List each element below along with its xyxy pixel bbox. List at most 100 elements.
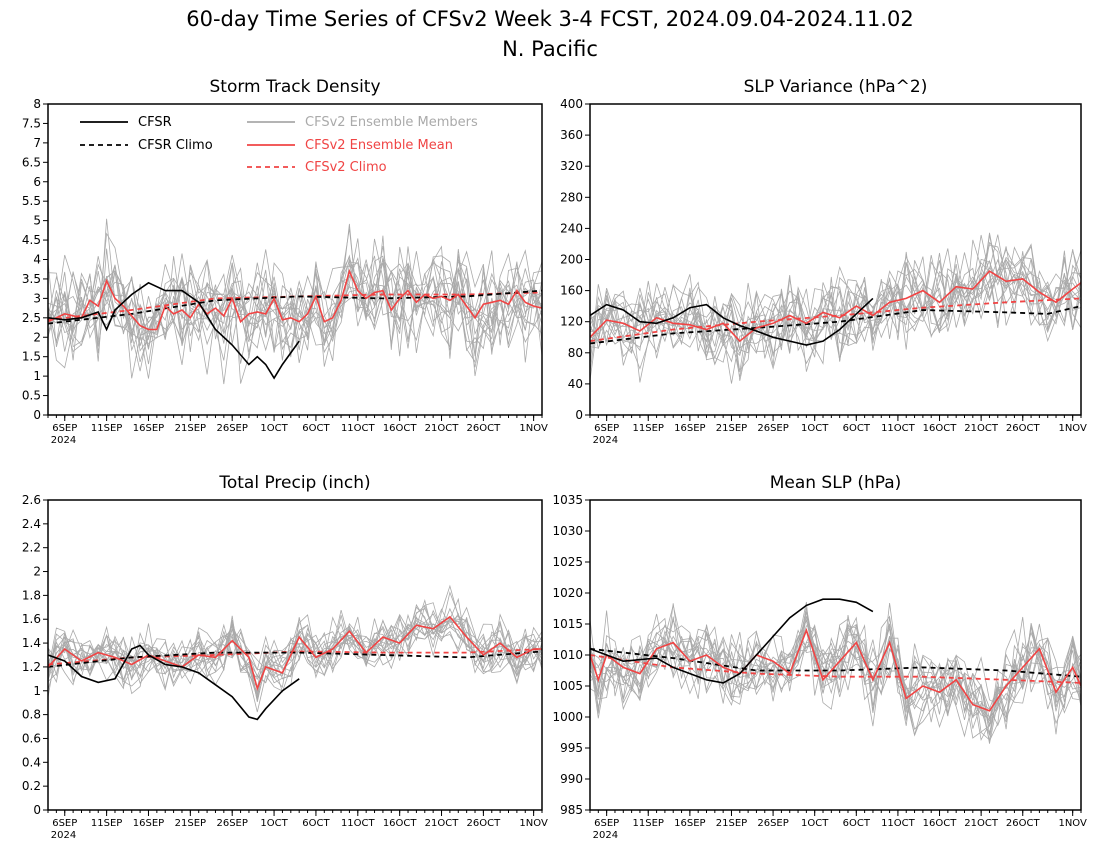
y-tick-label: 0 bbox=[575, 408, 583, 422]
x-tick-label: 6SEP bbox=[52, 423, 77, 434]
series-cfsv2-ensemble-mean bbox=[48, 268, 542, 331]
y-tick-label: 1.8 bbox=[22, 588, 41, 602]
panel-4: Mean SLP (hPa) 985 990 995 1000 1005 1010 1015 1… bbox=[552, 473, 1087, 841]
series-cfsv2-ensemble-mean bbox=[48, 615, 542, 691]
series-cfsr bbox=[590, 598, 874, 684]
plot-area bbox=[590, 232, 1081, 384]
y-tick-label: 8 bbox=[33, 97, 41, 111]
x-tick-label: 26SEP bbox=[216, 818, 247, 829]
x-tick-label: 6OCT bbox=[843, 423, 871, 434]
y-tick-label: 0 bbox=[33, 803, 41, 817]
y-tick-label: 1005 bbox=[552, 679, 583, 693]
y-tick-label: 4 bbox=[33, 253, 41, 267]
ensemble-member-line bbox=[590, 616, 1081, 723]
y-tick-label: 240 bbox=[560, 221, 583, 235]
x-tick-label: 26OCT bbox=[467, 818, 502, 829]
ensemble-member-line bbox=[590, 630, 1081, 736]
legend-label-members: CFSv2 Ensemble Members bbox=[305, 115, 478, 130]
y-tick-label: 0.6 bbox=[22, 731, 41, 745]
x-tick-label: 1OCT bbox=[801, 423, 829, 434]
series-cfsr bbox=[48, 644, 300, 721]
y-tick-label: 4.5 bbox=[22, 233, 41, 247]
series-cfsr-climo bbox=[48, 289, 542, 325]
x-tick-label: 1NOV bbox=[1058, 818, 1087, 829]
ensemble-member-line bbox=[590, 250, 1081, 381]
y-tick-label: 120 bbox=[560, 315, 583, 329]
ensemble-member-line bbox=[48, 254, 542, 379]
x-tick-label: 21OCT bbox=[964, 818, 999, 829]
x-tick-label: 6SEP bbox=[52, 818, 77, 829]
ensemble-member-line bbox=[590, 603, 1081, 743]
series-cfsv2-ensemble-mean bbox=[590, 270, 1081, 343]
x-tick-label: 16OCT bbox=[383, 423, 418, 434]
plot-frame bbox=[47, 103, 543, 416]
x-tick-label: 16OCT bbox=[383, 818, 418, 829]
legend-label-cfsr-climo: CFSR Climo bbox=[138, 138, 213, 153]
panel-title: SLP Variance (hPa^2) bbox=[744, 77, 928, 97]
x-tick-label: 11SEP bbox=[633, 423, 664, 434]
x-tick-label: 16SEP bbox=[674, 423, 705, 434]
x-tick-label: 6OCT bbox=[302, 423, 330, 434]
ensemble-member-line bbox=[48, 245, 542, 363]
y-tick-label: 3 bbox=[33, 291, 41, 305]
y-tick-label: 1 bbox=[33, 369, 41, 383]
plot-frame bbox=[47, 499, 543, 811]
y-tick-label: 1010 bbox=[552, 648, 583, 662]
x-tick-label: 6SEP bbox=[594, 818, 619, 829]
y-tick-label: 1.5 bbox=[22, 350, 41, 364]
y-tick-label: 280 bbox=[560, 190, 583, 204]
x-tick-year: 2024 bbox=[593, 830, 618, 841]
y-tick-label: 6.5 bbox=[22, 155, 41, 169]
x-tick-label: 1NOV bbox=[519, 423, 548, 434]
x-tick-label: 21SEP bbox=[175, 818, 206, 829]
series-cfsr bbox=[48, 281, 300, 380]
ensemble-member-line bbox=[590, 605, 1081, 738]
panel-3: Total Precip (inch) 0 0.2 0.4 0.6 0.8 1 1.2 1.4 1… bbox=[22, 473, 548, 841]
plot-area bbox=[48, 218, 542, 385]
y-tick-label: 400 bbox=[560, 97, 583, 111]
y-tick-label: 2.5 bbox=[22, 311, 41, 325]
figure-subtitle-region: N. Pacific bbox=[502, 37, 598, 61]
x-tick-label: 11OCT bbox=[341, 818, 376, 829]
x-tick-label: 16OCT bbox=[923, 423, 958, 434]
x-tick-year: 2024 bbox=[593, 435, 618, 446]
y-tick-label: 1000 bbox=[552, 710, 583, 724]
x-tick-label: 1OCT bbox=[260, 423, 288, 434]
panel-title: Storm Track Density bbox=[209, 77, 380, 97]
ensemble-member-line bbox=[590, 239, 1081, 359]
plot-frame bbox=[589, 103, 1082, 416]
legend-label-ens-mean: CFSv2 Ensemble Mean bbox=[305, 138, 453, 153]
x-tick-label: 16SEP bbox=[133, 818, 164, 829]
panels-container: Storm Track Density 0 0.5 1 1.5 2 2.5 3 3.5 4 4.5 5… bbox=[22, 77, 1087, 841]
x-tick-label: 16SEP bbox=[133, 423, 164, 434]
x-tick-label: 16OCT bbox=[923, 818, 958, 829]
y-tick-label: 7.5 bbox=[22, 116, 41, 130]
ensemble-member-line bbox=[590, 234, 1081, 363]
x-tick-label: 26OCT bbox=[467, 423, 502, 434]
series-cfsr-climo bbox=[590, 305, 1081, 345]
y-tick-label: 990 bbox=[560, 772, 583, 786]
ensemble-member-line bbox=[590, 616, 1081, 739]
y-tick-label: 2.4 bbox=[22, 517, 41, 531]
ensemble-member-line bbox=[48, 604, 542, 701]
panel-title: Mean SLP (hPa) bbox=[770, 473, 902, 493]
ensemble-member-line bbox=[590, 611, 1081, 744]
y-tick-label: 0.5 bbox=[22, 389, 41, 403]
y-tick-label: 1 bbox=[33, 684, 41, 698]
y-tick-label: 1030 bbox=[552, 524, 583, 538]
y-tick-label: 3.5 bbox=[22, 272, 41, 286]
y-tick-label: 6 bbox=[33, 175, 41, 189]
x-tick-label: 11OCT bbox=[881, 818, 916, 829]
ensemble-member-line bbox=[590, 246, 1081, 366]
x-tick-label: 21SEP bbox=[175, 423, 206, 434]
x-tick-label: 1NOV bbox=[1058, 423, 1087, 434]
y-tick-label: 80 bbox=[568, 346, 583, 360]
y-tick-label: 2.6 bbox=[22, 493, 41, 507]
x-tick-label: 26OCT bbox=[1006, 423, 1041, 434]
series-cfsr-climo bbox=[48, 650, 542, 668]
ensemble-member-line bbox=[48, 251, 542, 349]
panel-2: SLP Variance (hPa^2) 0 40 80 120 160 200 240 280… bbox=[560, 77, 1087, 446]
series-cfsv2-climo bbox=[590, 297, 1081, 342]
x-tick-label: 11SEP bbox=[633, 818, 664, 829]
